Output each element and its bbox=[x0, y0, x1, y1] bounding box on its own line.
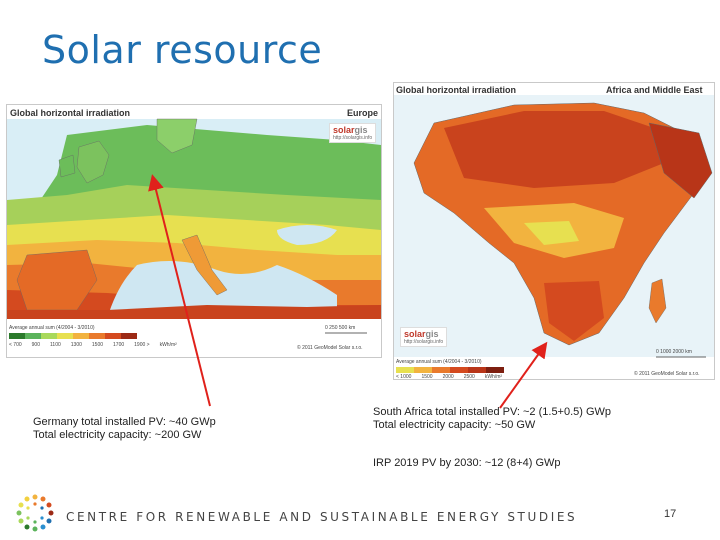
page-number: 17 bbox=[664, 508, 677, 520]
africa-legend-ticks: < 1000 1500 2000 2500 kWh/m² bbox=[396, 374, 536, 380]
africa-copyright: © 2011 GeoModel Solar s.r.o. bbox=[634, 371, 700, 377]
sa-capacity-text: Total electricity capacity: ~50 GW bbox=[373, 419, 536, 431]
sa-pv-text: South Africa total installed PV: ~2 (1.5… bbox=[373, 406, 612, 418]
europe-map-title: Global horizontal irradiation bbox=[10, 108, 131, 118]
legend-tick: 1500 bbox=[421, 374, 433, 380]
germany-caption: Germany total installed PV: ~40 GWp Tota… bbox=[33, 416, 216, 442]
solargis-logo: solargis http://solargis.info bbox=[329, 123, 377, 143]
legend-tick: 1500 bbox=[91, 342, 104, 348]
europe-map-region: Europe bbox=[347, 108, 379, 118]
logo-url: http://solargis.info bbox=[333, 135, 373, 141]
legend-tick: 1300 bbox=[70, 342, 82, 348]
footer-text: CENTRE FOR RENEWABLE AND SUSTAINABLE ENE… bbox=[66, 510, 578, 524]
south-africa-caption: South Africa total installed PV: ~2 (1.5… bbox=[373, 406, 611, 432]
logo-text2: gis bbox=[425, 329, 439, 339]
europe-legend-ticks: < 700 900 1100 1300 1500 1700 1900 > kWh… bbox=[9, 342, 229, 348]
cress-logo-icon bbox=[16, 494, 54, 532]
irp-caption: IRP 2019 PV by 2030: ~12 (8+4) GWp bbox=[373, 457, 561, 469]
legend-tick: 2000 bbox=[442, 374, 454, 380]
germany-capacity-text: Total electricity capacity: ~200 GW bbox=[33, 429, 202, 441]
europe-copyright: © 2011 GeoModel Solar s.r.o. bbox=[297, 345, 363, 351]
europe-legend-title: Average annual sum (4/2004 - 3/2010) bbox=[9, 325, 95, 331]
africa-map-title: Global horizontal irradiation bbox=[396, 85, 517, 95]
legend-tick: < 1000 bbox=[396, 374, 412, 380]
africa-legend-title: Average annual sum (4/2004 - 3/2010) bbox=[396, 359, 482, 365]
legend-tick: 1100 bbox=[50, 342, 61, 348]
logo-text: solar bbox=[333, 125, 355, 135]
legend-tick: 2500 bbox=[463, 374, 475, 380]
legend-tick: 900 bbox=[31, 342, 40, 348]
legend-tick: < 700 bbox=[9, 342, 22, 348]
europe-irradiation-map: Global horizontal irradiation Europe sol… bbox=[6, 104, 382, 358]
europe-map-graphic bbox=[7, 105, 381, 357]
europe-scale: 0 250 500 km bbox=[325, 325, 356, 331]
africa-map-region: Africa and Middle East bbox=[606, 85, 703, 95]
slide-title: Solar resource bbox=[42, 28, 323, 72]
legend-tick: kWh/m² bbox=[159, 342, 177, 348]
logo-text: solar bbox=[404, 329, 426, 339]
logo-url: http://solargis.info bbox=[404, 339, 444, 345]
africa-irradiation-map: Global horizontal irradiation Africa and… bbox=[393, 82, 715, 380]
legend-tick: 1900 > bbox=[134, 342, 150, 348]
legend-tick: 1700 bbox=[113, 342, 125, 348]
africa-scale: 0 1000 2000 km bbox=[656, 349, 692, 355]
legend-tick: kWh/m² bbox=[484, 374, 503, 380]
africa-map-graphic bbox=[394, 83, 714, 379]
germany-pv-text: Germany total installed PV: ~40 GWp bbox=[33, 416, 216, 428]
solargis-logo-africa: solargis http://solargis.info bbox=[400, 327, 448, 347]
logo-text2: gis bbox=[354, 125, 368, 135]
